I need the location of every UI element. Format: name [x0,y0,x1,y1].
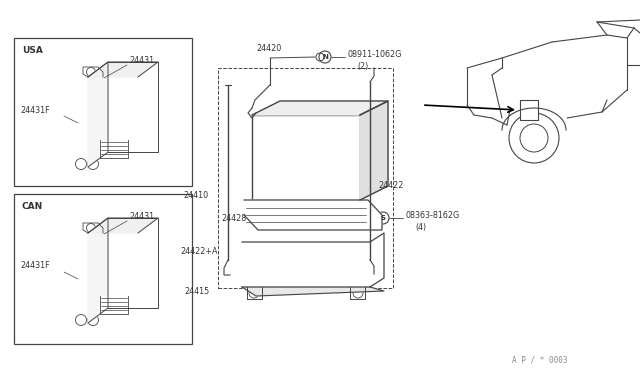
Text: 24415: 24415 [185,288,210,296]
Polygon shape [108,218,158,308]
Text: 24431F: 24431F [20,106,50,115]
Polygon shape [242,287,384,296]
Polygon shape [108,62,158,152]
Polygon shape [242,233,384,287]
Bar [14,38,192,186]
Text: N: N [322,54,328,60]
Text: S: S [381,215,385,221]
Polygon shape [88,218,108,323]
Bar [218,68,393,288]
Text: 24420: 24420 [256,44,281,52]
Polygon shape [100,140,128,158]
Polygon shape [100,296,128,314]
Text: 24422+A: 24422+A [180,247,218,257]
Text: USA: USA [22,45,43,55]
Text: (4): (4) [415,222,426,231]
Text: 24422: 24422 [378,180,403,189]
Text: (2): (2) [357,61,368,71]
Bar [345,103,357,113]
Polygon shape [88,218,158,233]
Text: 08911-1062G: 08911-1062G [347,49,401,58]
Bar [520,100,538,120]
Text: 24431F: 24431F [20,262,50,270]
Text: 24431: 24431 [129,55,154,64]
Text: 08363-8162G: 08363-8162G [405,211,460,219]
Text: 24410: 24410 [183,190,208,199]
Polygon shape [88,62,158,77]
Polygon shape [252,101,388,115]
Text: A P / * 0003: A P / * 0003 [512,356,568,365]
Bar [14,194,192,344]
Text: 24431: 24431 [129,212,154,221]
Bar [275,103,287,113]
Text: CAN: CAN [22,202,44,211]
Bar [252,115,360,200]
Polygon shape [360,101,388,200]
Polygon shape [88,62,108,167]
Text: 24428: 24428 [221,214,247,222]
Polygon shape [244,200,382,230]
